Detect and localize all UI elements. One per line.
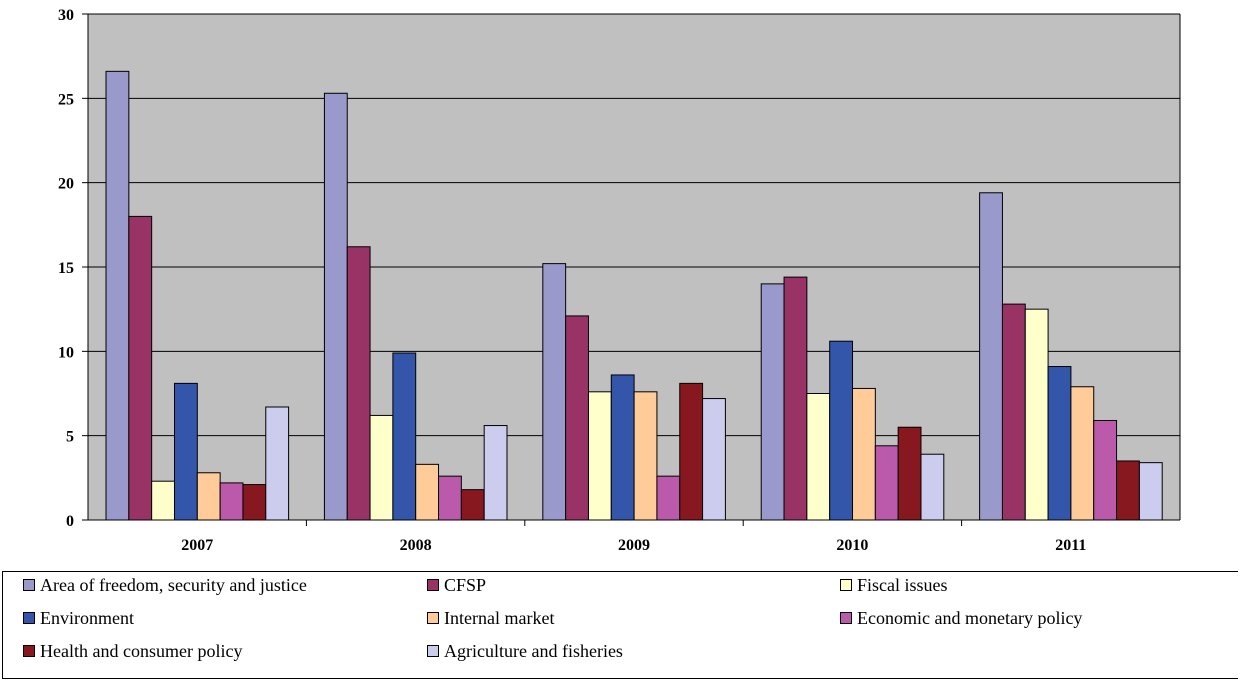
bar <box>128 215 153 521</box>
bars <box>105 70 1163 521</box>
bar <box>392 352 417 521</box>
bar <box>656 475 681 521</box>
bar <box>242 484 267 521</box>
bar <box>1047 366 1072 521</box>
bar <box>542 263 567 521</box>
legend-item: Agriculture and fisheries <box>427 640 623 662</box>
bar <box>105 70 130 521</box>
y-tick-labels: 0 5 10 15 20 25 30 <box>58 7 74 530</box>
legend-item: Fiscal issues <box>840 574 948 596</box>
legend-item: Health and consumer policy <box>23 640 242 662</box>
bar <box>415 463 440 521</box>
bar <box>151 480 175 521</box>
legend-label: Agriculture and fisheries <box>444 640 623 661</box>
bar <box>196 472 221 521</box>
bar <box>874 445 899 521</box>
bar <box>852 387 876 521</box>
y-tick-label: 25 <box>58 91 74 108</box>
bar <box>173 382 198 521</box>
legend-swatch <box>427 645 439 657</box>
bar <box>483 425 508 521</box>
bar <box>1116 460 1140 521</box>
legend-label: Economic and monetary policy <box>857 607 1083 628</box>
bar <box>979 192 1003 521</box>
bar-chart: 0 5 10 15 20 25 30 2007 2008 2009 2010 2011 <box>58 7 1181 554</box>
y-tick-label: 10 <box>58 344 74 361</box>
x-tick-label: 2011 <box>1055 537 1086 554</box>
legend-swatch <box>23 645 35 657</box>
legend-label: Area of freedom, security and justice <box>40 574 307 595</box>
bar <box>897 426 922 521</box>
x-tick-label: 2007 <box>181 537 213 554</box>
bar <box>460 489 485 521</box>
y-tick-label: 5 <box>66 429 74 446</box>
bar <box>829 340 854 521</box>
legend-label: Fiscal issues <box>857 574 948 595</box>
legend-label: Health and consumer policy <box>40 640 243 661</box>
bar <box>610 374 635 521</box>
x-tick-labels: 2007 2008 2009 2010 2011 <box>181 537 1086 554</box>
bar <box>702 398 726 521</box>
axes <box>82 13 1181 526</box>
x-tick-label: 2008 <box>400 537 432 554</box>
bar <box>633 391 658 521</box>
legend-swatch <box>23 579 35 591</box>
legend-swatch <box>427 612 439 624</box>
legend-item: Environment <box>23 607 134 629</box>
bar <box>1001 303 1026 521</box>
bar <box>1070 386 1095 521</box>
bar <box>587 391 612 521</box>
bar <box>219 482 244 521</box>
x-tick-label: 2009 <box>618 537 650 554</box>
bar <box>323 92 348 521</box>
legend-label: Internal market <box>444 607 555 628</box>
y-tick-label: 30 <box>58 7 74 24</box>
bar <box>679 382 704 521</box>
bar <box>760 283 785 521</box>
legend-item: Economic and monetary policy <box>840 607 1082 629</box>
bar <box>1024 308 1049 521</box>
legend: Area of freedom, security and justice CFS… <box>2 571 1238 679</box>
bar <box>1093 419 1118 521</box>
bar <box>1138 462 1163 521</box>
bar <box>369 414 394 521</box>
bar <box>346 246 371 521</box>
legend-label: Environment <box>40 607 134 628</box>
bar <box>265 406 290 521</box>
y-tick-label: 15 <box>58 260 74 277</box>
legend-swatch <box>840 579 852 591</box>
bar <box>806 393 831 521</box>
bar <box>920 453 945 521</box>
bar <box>783 276 808 521</box>
x-tick-label: 2010 <box>836 537 868 554</box>
bar <box>565 315 589 521</box>
legend-item: CFSP <box>427 574 486 596</box>
y-tick-label: 20 <box>58 176 74 193</box>
legend-item: Internal market <box>427 607 554 629</box>
legend-label: CFSP <box>444 574 487 595</box>
legend-swatch <box>840 612 852 624</box>
legend-swatch <box>427 579 439 591</box>
y-tick-label: 0 <box>66 513 74 530</box>
bar <box>438 475 462 521</box>
legend-swatch <box>23 612 35 624</box>
legend-item: Area of freedom, security and justice <box>23 574 307 596</box>
